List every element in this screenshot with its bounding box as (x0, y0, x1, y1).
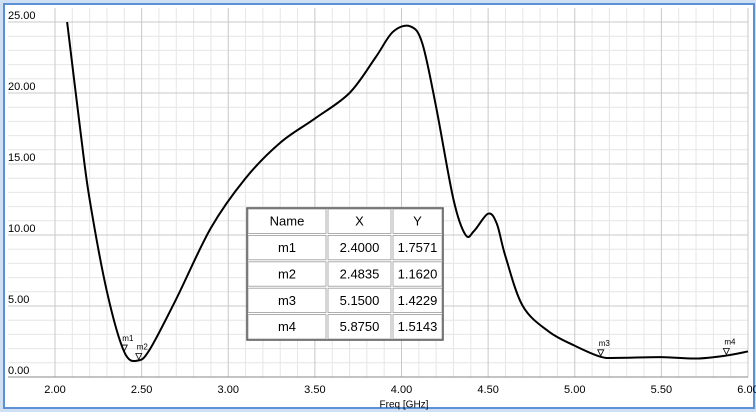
x-tick-label: 3.00 (218, 384, 239, 396)
x-axis-label: Freq [GHz] (380, 400, 429, 411)
table-cell (247, 208, 327, 234)
y-tick-label: 5.00 (8, 294, 29, 306)
table-text: 5.1500 (340, 293, 380, 308)
marker-label: m2 (137, 343, 149, 352)
y-tick-label: 0.00 (8, 365, 29, 377)
table-text: 1.5143 (398, 319, 438, 334)
table-text: 1.7571 (398, 240, 438, 255)
table-cell (327, 287, 392, 314)
table-text: 1.1620 (398, 266, 438, 281)
table-text: m1 (278, 240, 296, 255)
marker-label: m1 (122, 334, 134, 343)
marker-label: m4 (724, 338, 736, 347)
table-cell (392, 287, 443, 314)
table-cell (392, 234, 443, 261)
x-tick-label: 5.50 (651, 384, 672, 396)
table-cell (247, 234, 327, 261)
x-tick-label: 3.50 (304, 384, 325, 396)
marker-triangle (120, 344, 128, 352)
table-cell (247, 261, 327, 287)
x-tick-label: 2.50 (131, 384, 152, 396)
table-cell (392, 261, 443, 287)
table-text: 2.4835 (340, 266, 380, 281)
table-text: 2.4000 (340, 240, 380, 255)
table-cell (247, 314, 327, 340)
line (66, 21, 749, 363)
marker-triangle (597, 349, 605, 357)
y-tick-label: 15.00 (8, 152, 36, 164)
y-tick-label: 25.00 (8, 10, 36, 22)
table-cell (392, 314, 443, 340)
table-text: Y (413, 214, 422, 229)
marker-label: m3 (599, 339, 611, 348)
y-tick-label: 10.00 (8, 223, 36, 235)
table-text: 1.4229 (398, 293, 438, 308)
x-tick-label: 6.00 (737, 384, 756, 396)
table-background (246, 207, 444, 341)
table-text: Name (270, 214, 305, 229)
marker-triangle (722, 348, 730, 356)
table-cell (327, 234, 392, 261)
table-cell (392, 208, 443, 234)
x-tick-label: 4.00 (391, 384, 412, 396)
table-text: 5.8750 (340, 319, 380, 334)
table-cell (247, 287, 327, 314)
table-text: X (355, 214, 364, 229)
marker-table: Name X Ym1 2.4000 1.7571 m2 2.4835 1.1620 m3 5.15… (246, 207, 444, 341)
marker-triangle (135, 353, 143, 361)
table-cell (327, 208, 392, 234)
x-tick-label: 2.00 (44, 384, 65, 396)
x-tick-label: 4.50 (477, 384, 498, 396)
table-cell (327, 314, 392, 340)
table-text: m3 (278, 293, 296, 308)
y-tick-label: 20.00 (8, 81, 36, 93)
table-text: m4 (278, 319, 296, 334)
x-tick-label: 5.00 (564, 384, 585, 396)
table-text: m2 (278, 266, 296, 281)
table-cell (327, 261, 392, 287)
